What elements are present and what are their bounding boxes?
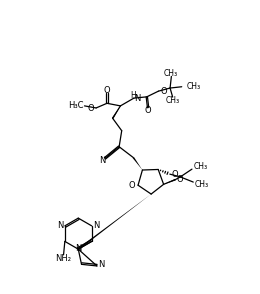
Text: O: O <box>171 170 178 179</box>
Text: CH₃: CH₃ <box>166 96 180 105</box>
Polygon shape <box>164 179 176 184</box>
Text: H: H <box>131 91 136 100</box>
Text: CH₃: CH₃ <box>186 82 200 91</box>
Text: NH₂: NH₂ <box>56 254 72 263</box>
Text: N: N <box>134 93 140 103</box>
Text: N: N <box>99 156 106 166</box>
Text: CH₃: CH₃ <box>194 162 208 171</box>
Text: N: N <box>57 221 63 230</box>
Text: H₃C: H₃C <box>68 101 83 110</box>
Text: O: O <box>87 104 94 113</box>
Text: O: O <box>104 86 110 95</box>
Text: N: N <box>75 244 81 253</box>
Text: O: O <box>160 87 167 96</box>
Polygon shape <box>112 106 120 119</box>
Text: CH₃: CH₃ <box>164 69 178 78</box>
Text: O: O <box>177 175 183 184</box>
Polygon shape <box>78 194 151 250</box>
Polygon shape <box>133 157 142 170</box>
Text: O: O <box>145 106 151 115</box>
Text: N: N <box>93 221 99 230</box>
Text: CH₃: CH₃ <box>195 180 209 189</box>
Text: O: O <box>128 181 135 190</box>
Text: N: N <box>98 260 104 269</box>
